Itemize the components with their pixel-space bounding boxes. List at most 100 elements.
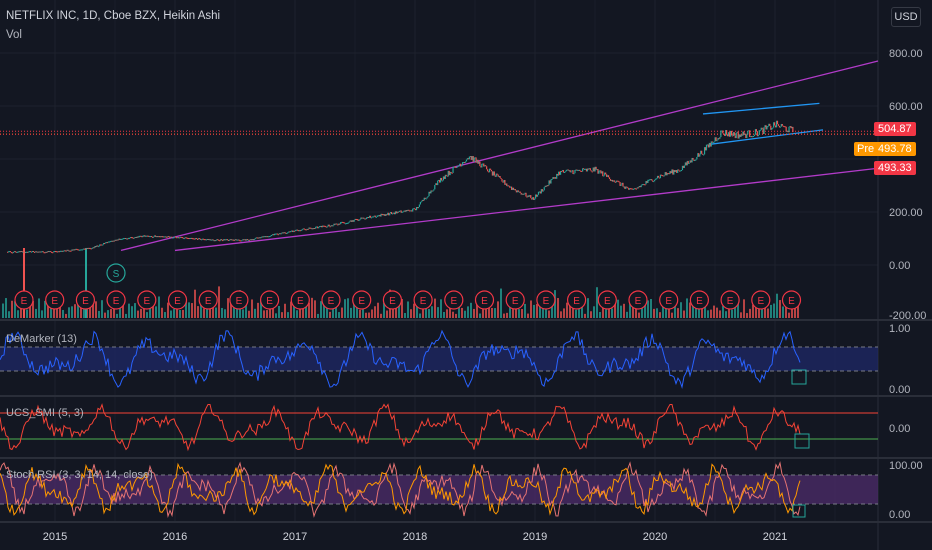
price-candle	[391, 213, 394, 215]
price-candle	[250, 239, 253, 241]
price-candle	[36, 251, 38, 253]
volume-bar	[494, 308, 496, 318]
time-axis-tick: 2018	[403, 531, 427, 543]
price-candle	[218, 239, 220, 241]
price-candle	[481, 163, 483, 168]
price-candle	[552, 177, 554, 179]
price-candle	[12, 252, 14, 254]
price-candle	[721, 130, 723, 132]
price-candle	[273, 233, 276, 236]
price-candle	[706, 144, 709, 146]
price-candle	[608, 177, 611, 180]
volume-bar	[599, 312, 601, 318]
price-candle	[131, 237, 133, 239]
price-candle	[701, 150, 703, 154]
earnings-label: E	[328, 296, 335, 307]
price-candle	[752, 135, 755, 137]
price-candle	[267, 236, 269, 238]
price-candle	[161, 236, 163, 238]
price-candle	[373, 215, 375, 217]
price-candle	[649, 179, 651, 181]
time-axis-tick: 2015	[43, 531, 67, 543]
volume-bar	[92, 301, 94, 318]
price-axis-tick: 800.00	[889, 48, 923, 60]
volume-bar	[665, 301, 667, 318]
volume-bar	[107, 310, 109, 318]
volume-bar	[191, 303, 193, 318]
price-candle	[29, 251, 31, 253]
earnings-circle	[106, 290, 126, 310]
other-price-tag: 493.33	[874, 161, 916, 175]
price-candle	[522, 193, 524, 195]
price-candle	[505, 183, 507, 185]
price-candle	[272, 234, 275, 236]
price-candle	[78, 249, 80, 251]
price-candle	[204, 239, 206, 241]
price-candle	[68, 250, 70, 252]
price-candle	[42, 251, 44, 253]
price-candle	[401, 211, 403, 213]
volume-bar	[167, 302, 169, 318]
volume-bar	[431, 306, 433, 318]
price-candle	[557, 173, 559, 176]
price-candle	[788, 126, 790, 133]
earnings-marker: E	[290, 290, 310, 310]
price-candle	[638, 185, 640, 188]
price-candle	[206, 238, 208, 240]
price-candle	[688, 162, 690, 164]
price-candle	[45, 251, 47, 253]
price-candle	[636, 187, 638, 189]
price-candle	[305, 229, 307, 231]
price-candle	[439, 177, 442, 183]
volume-bar	[65, 313, 67, 318]
volume-bar	[575, 309, 577, 318]
price-candle	[475, 157, 477, 163]
volume-bar	[11, 300, 13, 318]
price-candle	[398, 211, 400, 213]
price-candle	[439, 179, 441, 183]
price-candle	[477, 159, 479, 164]
price-candle	[670, 171, 672, 174]
price-candle	[247, 239, 250, 241]
price-candle	[456, 166, 458, 168]
earnings-marker: E	[167, 290, 188, 310]
price-candle	[555, 177, 557, 179]
price-candle	[294, 230, 296, 232]
price-candle	[298, 230, 301, 232]
volume-bar	[785, 301, 787, 318]
price-candle	[210, 239, 212, 241]
price-candle	[664, 172, 666, 176]
price-candle	[183, 238, 185, 240]
volume-bar	[194, 289, 196, 318]
price-candle	[675, 170, 677, 173]
price-candle	[148, 235, 150, 237]
volume-bar	[563, 308, 565, 318]
volume-bar	[71, 306, 73, 318]
price-candle	[559, 171, 562, 175]
price-candle	[493, 171, 495, 176]
price-candle	[699, 154, 701, 157]
price-candle	[173, 237, 175, 239]
volume-bar	[440, 299, 442, 318]
price-candle	[520, 192, 522, 195]
currency-button[interactable]: USD	[891, 7, 921, 27]
volume-bar	[269, 306, 271, 318]
earnings-circle	[137, 290, 157, 310]
price-candle	[236, 239, 238, 241]
price-candle	[22, 251, 24, 253]
volume-bar	[683, 310, 685, 318]
price-candle	[323, 225, 325, 227]
price-candle	[211, 239, 213, 241]
volume-bar	[635, 304, 637, 318]
price-candle	[575, 169, 577, 171]
price-candle	[338, 223, 340, 226]
price-candle	[438, 179, 440, 181]
price-candle	[584, 168, 587, 170]
volume-bar	[539, 301, 541, 318]
price-candle	[180, 236, 182, 238]
price-candle	[517, 190, 519, 192]
price-candle	[507, 185, 509, 187]
price-candle	[662, 175, 664, 177]
